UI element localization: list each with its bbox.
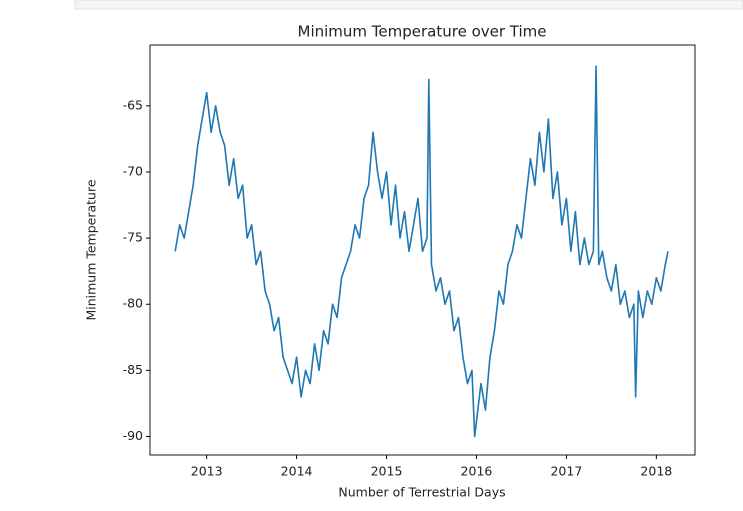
y-tick-label: -75 [123, 230, 143, 245]
x-tick-label: 2015 [371, 464, 403, 479]
x-tick-label: 2013 [191, 464, 223, 479]
data-line [174, 65, 669, 438]
x-axis-label: Number of Terrestrial Days [338, 485, 505, 500]
y-tick-label: -90 [123, 428, 143, 443]
x-tick-label: 2014 [281, 464, 313, 479]
x-tick-label: 2018 [640, 464, 672, 479]
y-tick-label: -85 [123, 362, 143, 377]
x-tick-label: 2016 [461, 464, 493, 479]
x-tick-label: 2017 [550, 464, 582, 479]
plot-frame [149, 44, 696, 456]
cell-header [74, 0, 743, 10]
chart-title: Minimum Temperature over Time [298, 23, 547, 41]
y-tick-label: -80 [123, 296, 143, 311]
y-tick-label: -65 [123, 97, 143, 112]
y-tick-label: -70 [123, 163, 143, 178]
y-axis-label: Minimum Temperature [84, 179, 99, 320]
